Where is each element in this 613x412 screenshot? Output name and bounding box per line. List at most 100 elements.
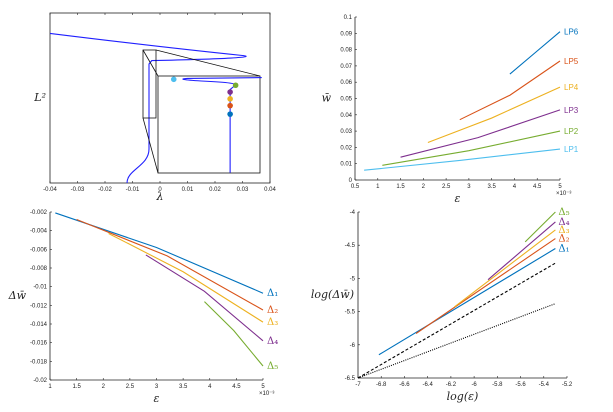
y-axis-label: Δw̄ <box>8 289 27 302</box>
series-line-Δ₃ <box>108 232 264 323</box>
y-tick-label: 0.09 <box>340 31 352 37</box>
series-label: Δ₃ <box>267 317 278 328</box>
y-tick-label: 0.01 <box>340 162 352 168</box>
marker-LP2 <box>232 82 239 89</box>
series-label: Δ₁ <box>558 244 569 255</box>
y-tick-label: -0.018 <box>30 359 48 365</box>
series-line-LP3 <box>400 109 561 158</box>
y-tick-label: -4 <box>350 210 356 216</box>
x-tick-label: 2 <box>102 384 106 390</box>
series-label: LP6 <box>564 28 579 37</box>
y-axis-label: log(Δw̄) <box>311 288 354 301</box>
y-tick-label: 0.05 <box>340 97 352 103</box>
x-tick-label: 3 <box>155 384 159 390</box>
y-tick-label: 0.02 <box>340 145 352 151</box>
x-tick-label: 4.5 <box>232 384 241 390</box>
series-label: LP1 <box>564 145 579 154</box>
series-line-Δ₅ <box>524 211 556 243</box>
x-tick-label: -0.01 <box>126 187 140 193</box>
chart-1: -0.04 -0.03 -0.02 -0.01 0 0.01 0.02 0.03 0.04 λ L² <box>33 12 276 203</box>
x-tick-label: 0.01 <box>182 187 194 193</box>
marker-LP1 <box>170 76 177 83</box>
x-multiplier: ×10⁻³ <box>556 191 571 197</box>
series-line-LP1 <box>364 148 561 171</box>
chart-2: 0.5 1 1.5 2 2.5 3 3.5 4 4.5 5 0 0.01 0.02 0.03 0.04 0.0… <box>322 15 579 205</box>
y-tick-label: -0.02 <box>33 378 47 384</box>
y-tick-label: 0.1 <box>344 15 353 21</box>
x-tick-label: 0 <box>158 187 162 193</box>
y-tick-label: -0.004 <box>30 229 48 235</box>
y-tick-label: 0 <box>349 178 353 184</box>
series-line-slope-reference-dotted <box>357 303 556 379</box>
x-tick-label: 2.5 <box>126 384 135 390</box>
x-tick-label: 4.5 <box>533 184 542 190</box>
y-tick-label: -0.01 <box>33 285 47 291</box>
y-tick-label: 0.03 <box>340 129 352 135</box>
y-tick-label: -5.5 <box>345 310 356 316</box>
x-tick-label: 5 <box>261 384 265 390</box>
series-label: Δ₄ <box>558 217 569 228</box>
x-axis-label: λ <box>156 190 164 203</box>
series-label: LP5 <box>564 57 579 66</box>
x-tick-label: -5.8 <box>492 382 503 388</box>
y-tick-label: 0.06 <box>340 80 352 86</box>
curve-bifurcation-curve <box>49 32 247 184</box>
x-tick-label: 3.5 <box>179 384 188 390</box>
marker-LP5 <box>227 102 233 109</box>
x-tick-label: 1 <box>376 184 380 190</box>
y-tick-label: -0.006 <box>30 247 48 253</box>
series-line-LP5 <box>459 60 561 121</box>
series-line-slope-reference-dashed <box>357 262 556 379</box>
x-tick-label: -5.4 <box>539 382 550 388</box>
x-tick-label: 4 <box>208 384 212 390</box>
x-tick-label: -6.6 <box>399 382 410 388</box>
marker-LP3 <box>227 89 233 95</box>
series-line-Δ₄ <box>145 254 264 342</box>
y-tick-label: 0.07 <box>340 64 352 70</box>
y-tick-label: -4.5 <box>345 243 356 249</box>
x-axis-label: ε <box>455 192 461 205</box>
y-tick-label: 0.08 <box>340 48 352 54</box>
x-tick-label: 3.5 <box>487 184 496 190</box>
zoom-connector <box>155 49 261 77</box>
series-label: LP3 <box>564 106 579 115</box>
x-multiplier: ×10⁻³ <box>259 391 274 397</box>
zoom-region-rect <box>142 49 157 119</box>
x-tick-label: 4 <box>513 184 517 190</box>
series-line-Δ₄ <box>487 221 556 281</box>
x-tick-label: 0.03 <box>237 187 249 193</box>
y-tick-label: -0.014 <box>30 322 48 328</box>
x-tick-label: -6 <box>471 382 477 388</box>
marker-LP6 <box>227 111 233 117</box>
marker-LP4 <box>227 96 233 102</box>
y-tick-label: -6 <box>350 343 356 349</box>
y-tick-label: 0.04 <box>340 113 352 119</box>
series-line-LP4 <box>427 86 561 144</box>
series-line-Δ₃ <box>454 229 556 308</box>
y-tick-label: -0.016 <box>30 341 48 347</box>
x-tick-label: -7 <box>355 382 361 388</box>
series-label: Δ₃ <box>558 225 569 236</box>
series-line-LP6 <box>509 31 561 75</box>
series-label: Δ₄ <box>267 336 278 347</box>
zoom-connector <box>142 49 159 77</box>
x-tick-label: 1 <box>48 384 52 390</box>
series-line-Δ₂ <box>76 218 264 311</box>
x-tick-label: 0.02 <box>209 187 221 193</box>
x-tick-label: 5 <box>558 184 562 190</box>
x-tick-label: -6.8 <box>376 382 387 388</box>
x-tick-label: 1.5 <box>72 384 81 390</box>
x-tick-label: -5.2 <box>562 382 573 388</box>
series-label: Δ₂ <box>267 305 278 316</box>
series-label: LP4 <box>564 83 579 92</box>
x-tick-label: 0.5 <box>351 184 360 190</box>
x-tick-label: 1.5 <box>396 184 405 190</box>
chart-3: 1 1.5 2 2.5 3 3.5 4 4.5 5 -0.002 -0.004 -0.006 -0.00… <box>8 210 279 405</box>
y-tick-label: -0.002 <box>30 210 48 216</box>
series-label: LP2 <box>564 127 579 136</box>
x-tick-label: -0.02 <box>98 187 112 193</box>
x-tick-label: 2.5 <box>442 184 451 190</box>
x-tick-label: -6.4 <box>422 382 433 388</box>
